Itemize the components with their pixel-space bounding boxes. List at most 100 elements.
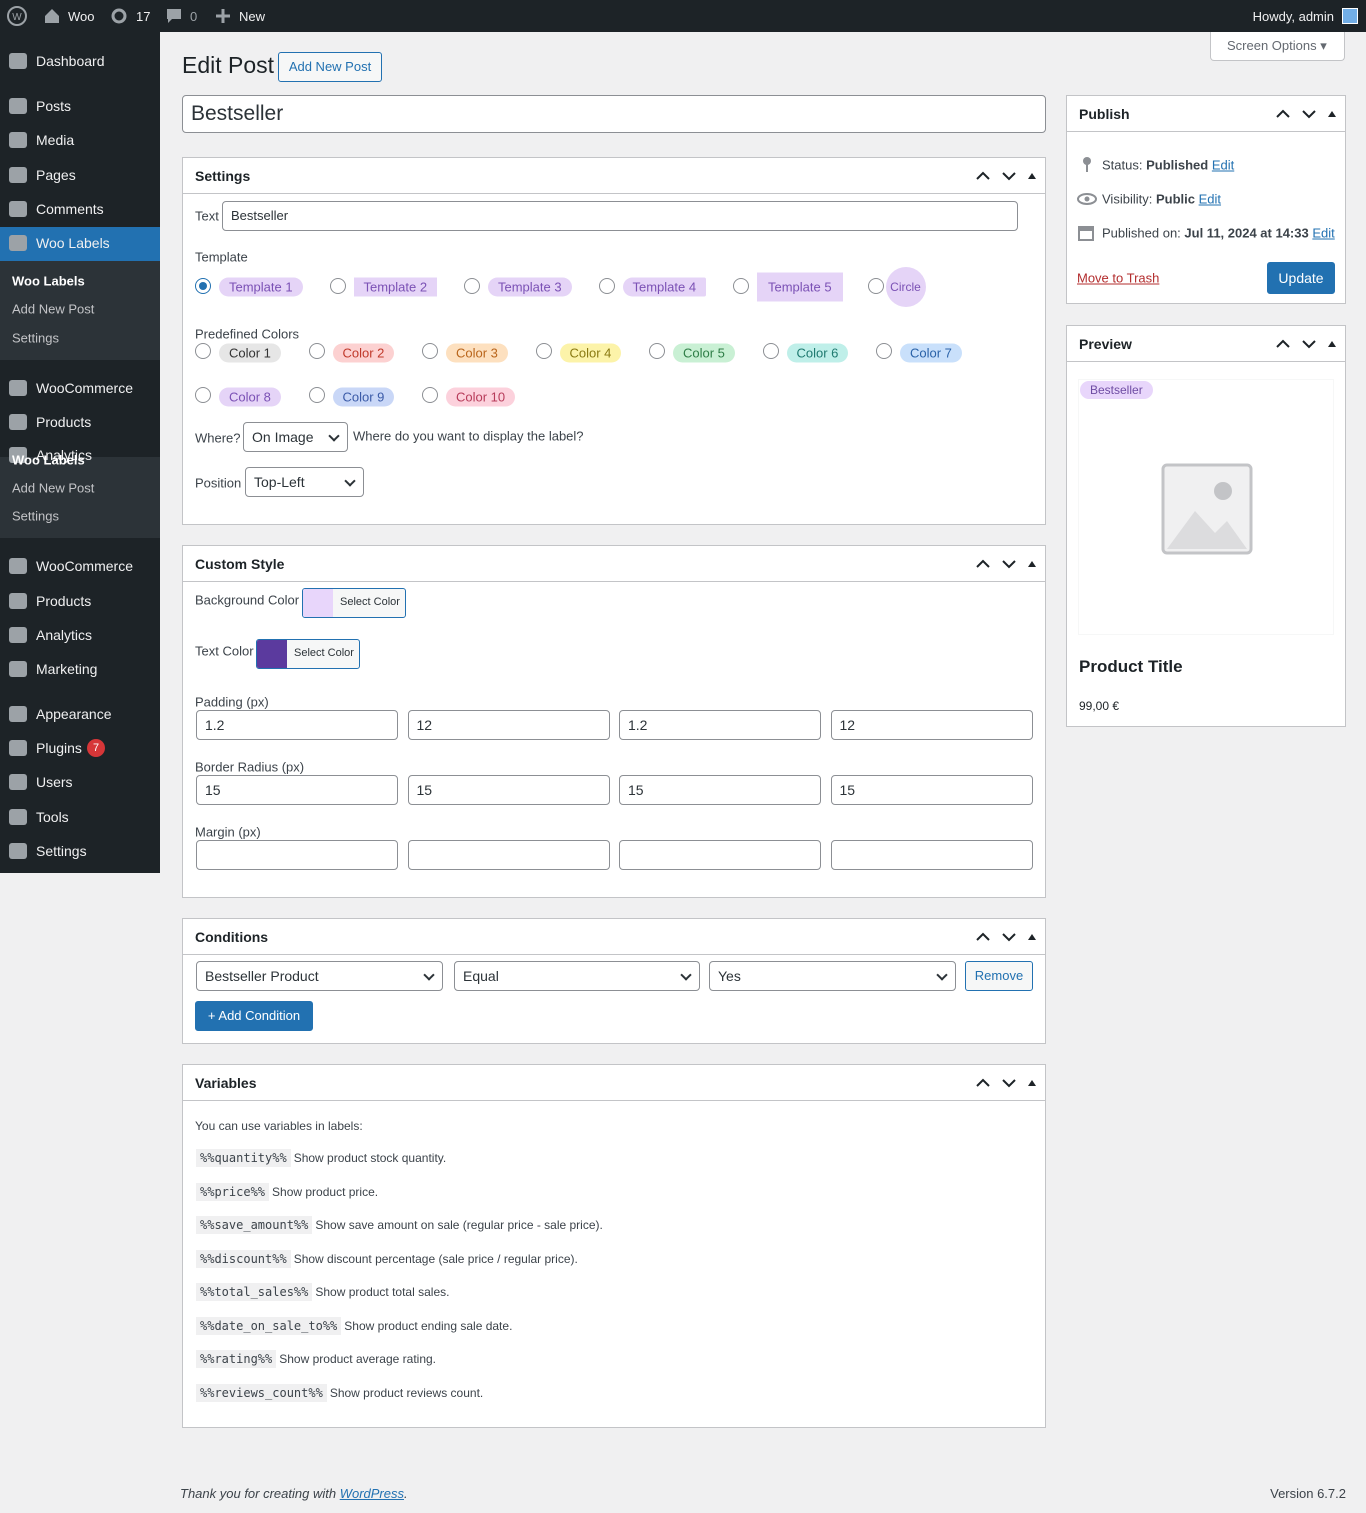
template-radio[interactable] <box>195 278 211 294</box>
position-select[interactable]: Top-Left <box>245 467 364 497</box>
box-header[interactable]: Variables <box>183 1065 1045 1101</box>
updates-count[interactable]: 17 <box>136 9 151 24</box>
submenu-item[interactable]: Settings <box>12 330 59 346</box>
screen-options-label[interactable]: Screen Options <box>1227 38 1317 53</box>
padding-input[interactable]: 12 <box>407 710 610 740</box>
menu-item[interactable]: Appearance <box>36 706 112 722</box>
color-radio[interactable] <box>308 343 325 359</box>
color-radio[interactable] <box>876 343 892 359</box>
condition-field[interactable]: Bestseller Product <box>196 961 443 991</box>
menu-item[interactable]: WooCommerce <box>36 558 133 574</box>
comments-count[interactable]: 0 <box>190 9 198 24</box>
box-header[interactable]: Preview <box>1067 326 1345 362</box>
toggle[interactable] <box>1027 172 1037 180</box>
text-input[interactable]: Bestseller <box>222 201 1018 231</box>
where-select[interactable]: On Image <box>243 422 348 452</box>
toggle[interactable] <box>1327 110 1337 118</box>
howdy[interactable]: Howdy, admin <box>1252 9 1334 24</box>
box-header[interactable]: Publish <box>1067 96 1345 132</box>
color-radio[interactable] <box>422 387 438 403</box>
margin-input[interactable] <box>619 840 821 870</box>
select-color[interactable]: Select Color <box>340 596 400 608</box>
new-link[interactable]: New <box>239 9 266 24</box>
move-up[interactable] <box>975 1078 991 1088</box>
box-header[interactable]: Settings <box>183 158 1045 194</box>
menu-item[interactable]: Comments <box>36 201 104 217</box>
move-down[interactable] <box>1001 932 1017 942</box>
menu-item[interactable]: Users <box>36 774 73 790</box>
box-header[interactable]: Conditions <box>183 919 1045 955</box>
move-down[interactable] <box>1001 1078 1017 1088</box>
toggle[interactable] <box>1027 560 1037 568</box>
menu-item[interactable]: Pages <box>36 167 76 183</box>
menu-item[interactable]: Analytics <box>36 447 93 463</box>
move-down[interactable] <box>1001 171 1017 181</box>
condition-value[interactable]: Yes <box>709 961 956 991</box>
toggle[interactable] <box>1027 933 1037 941</box>
box-header[interactable]: Custom Style <box>183 546 1045 582</box>
screen-options[interactable]: Screen Options ▾ <box>1210 32 1345 61</box>
padding-input[interactable]: 1.2 <box>196 710 398 740</box>
menu-item[interactable]: Tools <box>36 809 69 825</box>
add-condition-button[interactable]: + Add Condition <box>195 1001 313 1031</box>
margin-input[interactable] <box>196 840 398 870</box>
submenu-item[interactable]: Woo Labels <box>12 452 85 468</box>
color-radio[interactable] <box>762 343 779 359</box>
toggle[interactable] <box>1327 340 1337 348</box>
color-radio[interactable] <box>308 387 325 403</box>
move-down[interactable] <box>1001 559 1017 569</box>
menu-item[interactable]: Woo Labels <box>36 235 110 251</box>
color-radio[interactable] <box>195 343 211 359</box>
menu-item[interactable]: Posts <box>36 98 72 114</box>
submenu-item[interactable]: Settings <box>12 508 59 524</box>
move-up[interactable] <box>975 932 991 942</box>
move-up[interactable] <box>975 171 991 181</box>
remove-button[interactable]: Remove <box>965 961 1033 991</box>
submenu-item[interactable]: Add New Post <box>12 301 95 317</box>
site-name[interactable]: Woo <box>68 9 95 24</box>
submenu-item[interactable]: Woo Labels <box>12 273 85 289</box>
edit-link[interactable]: Edit <box>1198 191 1222 207</box>
avatar[interactable] <box>1342 8 1358 24</box>
select-color[interactable]: Select Color <box>294 647 354 659</box>
margin-input[interactable] <box>830 840 1033 870</box>
menu-item[interactable]: Products <box>36 414 92 430</box>
menu-item[interactable]: Products <box>36 593 92 609</box>
move-down[interactable] <box>1301 339 1317 349</box>
color-radio[interactable] <box>422 343 438 359</box>
menu-item[interactable]: Dashboard <box>36 53 105 69</box>
template-radio[interactable] <box>867 278 884 294</box>
post-title-input[interactable]: Bestseller <box>182 95 1046 133</box>
radius-input[interactable]: 15 <box>830 775 1033 805</box>
move-up[interactable] <box>1275 109 1291 119</box>
update-button[interactable]: Update <box>1267 262 1335 294</box>
move-up[interactable] <box>1275 339 1291 349</box>
move-up[interactable] <box>975 559 991 569</box>
padding-input[interactable]: 12 <box>830 710 1033 740</box>
edit-link[interactable]: Edit <box>1211 157 1235 173</box>
wp-logo[interactable]: W <box>7 6 27 26</box>
color-radio[interactable] <box>195 387 211 403</box>
condition-operator[interactable]: Equal <box>454 961 700 991</box>
move-down[interactable] <box>1301 109 1317 119</box>
menu-item[interactable]: Plugins <box>36 740 82 756</box>
menu-item[interactable]: Settings <box>36 843 87 859</box>
template-radio[interactable] <box>329 278 346 294</box>
radius-input[interactable]: 15 <box>619 775 821 805</box>
bg-color-picker[interactable]: Select Color <box>302 588 406 618</box>
submenu-item[interactable]: Add New Post <box>12 480 95 496</box>
template-radio[interactable] <box>598 278 615 294</box>
add-new-button[interactable]: Add New Post <box>278 52 382 82</box>
radius-input[interactable]: 15 <box>407 775 610 805</box>
color-radio[interactable] <box>535 343 552 359</box>
color-radio[interactable] <box>649 343 665 359</box>
wordpress-link[interactable]: WordPress <box>339 1486 404 1501</box>
menu-item[interactable]: Marketing <box>36 661 98 677</box>
menu-item[interactable]: Analytics <box>36 627 93 643</box>
template-radio[interactable] <box>464 278 480 294</box>
menu-item[interactable]: Media <box>36 132 75 148</box>
padding-input[interactable]: 1.2 <box>619 710 821 740</box>
trash-link[interactable]: Move to Trash <box>1077 270 1160 286</box>
template-radio[interactable] <box>733 278 749 294</box>
menu-item[interactable]: WooCommerce <box>36 380 133 396</box>
